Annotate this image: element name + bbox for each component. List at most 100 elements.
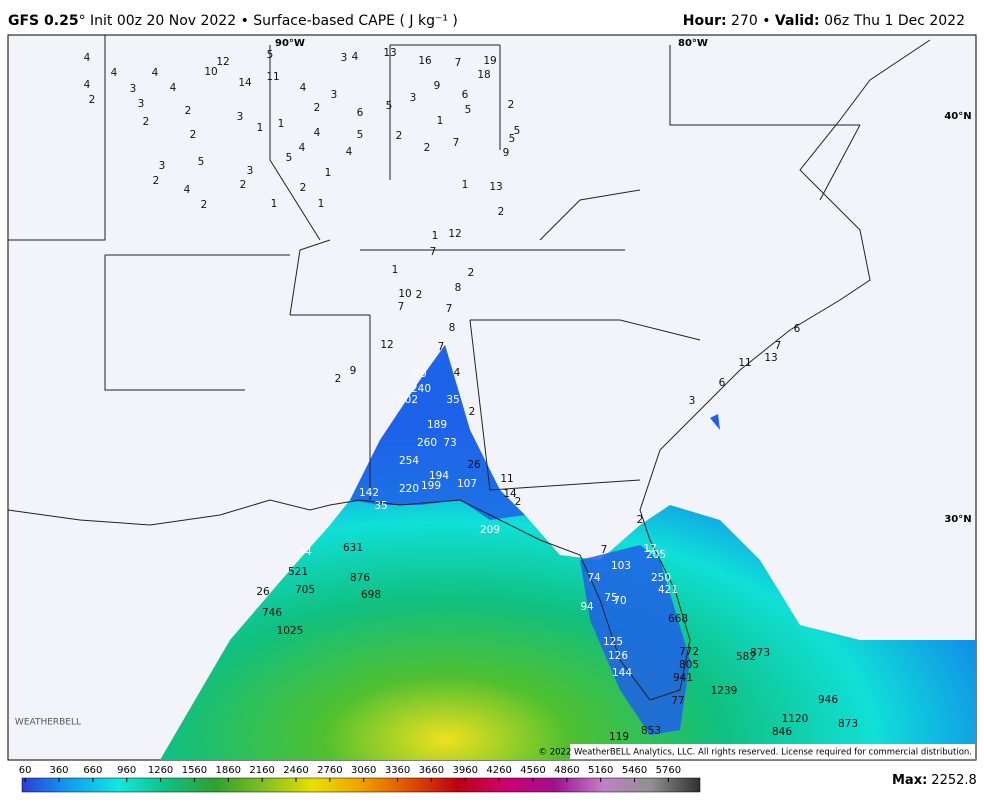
point-value: 14 — [503, 488, 517, 500]
point-value: 13 — [764, 352, 777, 364]
point-value: 12 — [380, 339, 393, 351]
point-value: 7 — [430, 246, 437, 258]
point-value: 5 — [198, 156, 205, 168]
colorbar-tick-label: 60 — [19, 765, 32, 776]
point-value: 2 — [314, 102, 321, 114]
point-value: 4 — [152, 67, 159, 79]
point-value: 202 — [398, 394, 418, 406]
point-value: 7 — [398, 301, 405, 313]
point-value: 3 — [237, 111, 244, 123]
copyright: © 2022 WeatherBELL Analytics, LLC. All r… — [539, 748, 972, 758]
valid: 06z Thu 1 Dec 2022 — [820, 13, 965, 29]
point-value: 2 — [468, 267, 475, 279]
point-value: 3 — [130, 83, 137, 95]
point-value: 144 — [612, 667, 632, 679]
hour-label: Hour: — [683, 13, 727, 29]
point-value: 631 — [343, 542, 363, 554]
point-value: 5 — [509, 133, 516, 145]
point-value: 125 — [603, 636, 623, 648]
point-value: 9 — [434, 80, 441, 92]
point-value: 2 — [498, 206, 505, 218]
point-value: 2 — [508, 99, 515, 111]
colorbar-tick-label: 4560 — [520, 765, 545, 776]
point-value: 6 — [462, 89, 469, 101]
point-value: 4 — [299, 142, 306, 154]
point-value: 2 — [424, 142, 431, 154]
point-value: 126 — [608, 650, 628, 662]
point-value: 3 — [341, 52, 348, 64]
point-value: 26 — [467, 459, 481, 471]
colorbar-tick-label: 3660 — [419, 765, 444, 776]
colorbar-tick-label: 2460 — [283, 765, 308, 776]
max-label: Max: — [892, 773, 927, 788]
colorbar-tick-label: 1260 — [148, 765, 173, 776]
colorbar-tick-label: 4860 — [554, 765, 579, 776]
point-value: 746 — [262, 607, 282, 619]
header-left: GFS 0.25° Init 00z 20 Nov 2022 • Surface… — [8, 13, 458, 29]
colorbar-tick-label: 3360 — [385, 765, 410, 776]
colorbar-tick-label: 5760 — [656, 765, 681, 776]
point-value: 3 — [247, 165, 254, 177]
point-value: 12 — [216, 56, 229, 68]
point-value: 2 — [143, 116, 150, 128]
grid-label: 30°N — [944, 514, 971, 525]
point-value: 205 — [646, 549, 666, 561]
point-value: 26 — [256, 586, 270, 598]
point-value: 240 — [411, 383, 431, 395]
point-value: 18 — [477, 69, 490, 81]
logo: WEATHERBELL — [15, 718, 81, 728]
point-value: 254 — [399, 455, 419, 467]
point-value: 6 — [794, 323, 801, 335]
point-value: 705 — [295, 584, 315, 596]
point-value: 1 — [271, 198, 278, 210]
colorbar — [21, 777, 701, 793]
point-value: 1239 — [711, 685, 738, 697]
point-value: 1 — [462, 179, 469, 191]
point-value: 2 — [637, 514, 644, 526]
colorbar-tick-label: 5160 — [588, 765, 613, 776]
point-value: 1120 — [782, 713, 809, 725]
point-value: 2 — [335, 373, 342, 385]
point-value: 5 — [465, 104, 472, 116]
point-value: 521 — [288, 566, 308, 578]
point-value: 13 — [489, 181, 502, 193]
cape-florida — [580, 545, 690, 735]
point-value: 2 — [185, 105, 192, 117]
colorbar-tick-label: 5460 — [622, 765, 647, 776]
point-value: 11 — [266, 71, 279, 83]
point-value: 5 — [267, 49, 274, 61]
point-value: 1 — [318, 198, 325, 210]
point-value: 3 — [410, 92, 417, 104]
point-value: 5 — [514, 125, 521, 137]
point-value: 19 — [483, 55, 496, 67]
point-value: 873 — [838, 718, 858, 730]
point-value: 941 — [673, 672, 693, 684]
colorbar-tick-label: 360 — [49, 765, 68, 776]
point-value: 73 — [443, 437, 456, 449]
point-value: 1 — [432, 230, 439, 242]
point-value: 103 — [611, 560, 631, 572]
point-value: 1 — [325, 167, 332, 179]
point-value: 7 — [601, 544, 608, 556]
point-value: 209 — [480, 524, 500, 536]
header-right: Hour: 270 • Valid: 06z Thu 1 Dec 2022 — [683, 13, 965, 29]
point-value: 34 — [298, 546, 312, 558]
point-value: 4 — [314, 127, 321, 139]
colorbar-tick-label: 960 — [117, 765, 136, 776]
point-value: 3 — [138, 98, 145, 110]
point-value: 70 — [613, 595, 626, 607]
point-value: 3 — [331, 89, 338, 101]
model: GFS 0.25 — [8, 13, 79, 29]
boundaries — [7, 35, 931, 701]
grid-label: 40°N — [944, 111, 971, 122]
colorbar-tick-label: 1560 — [182, 765, 207, 776]
point-value: 16 — [418, 55, 432, 67]
point-value: 8 — [455, 282, 462, 294]
cape-inland — [350, 345, 525, 520]
point-value: 1025 — [277, 625, 304, 637]
point-value: 199 — [421, 480, 441, 492]
point-value: 4 — [84, 79, 91, 91]
point-value: 74 — [587, 572, 601, 584]
point-value: 6 — [719, 377, 726, 389]
point-value: 4 — [352, 51, 359, 63]
